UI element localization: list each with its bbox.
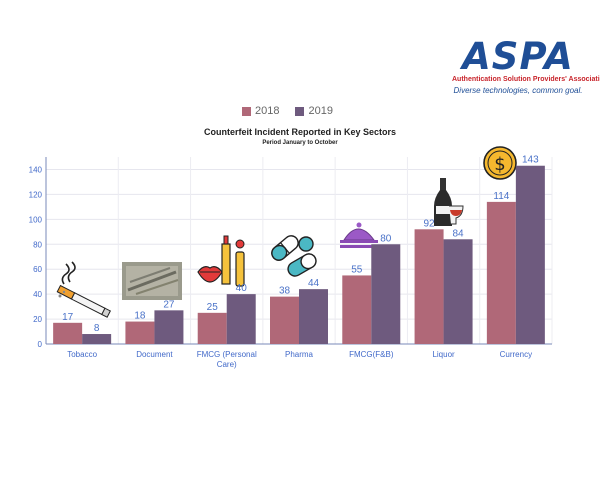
bar-2018-1[interactable] [125, 321, 155, 344]
data-label-2018: 18 [134, 311, 146, 322]
document-photo [122, 262, 182, 300]
data-label-2018: 114 [493, 191, 509, 202]
svg-text:$: $ [494, 154, 505, 175]
data-label-2018: 38 [279, 286, 291, 297]
bar-2019-2[interactable] [226, 294, 256, 344]
y-tick-label: 60 [33, 265, 42, 274]
y-tick-label: 140 [29, 165, 43, 174]
chart-subtitle: Period January to October [262, 140, 338, 146]
cigarette-icon [56, 261, 112, 318]
data-label-2018: 17 [62, 312, 74, 323]
pills-icon [271, 235, 317, 277]
chart-labels: 0 20 40 60 80 100 120 140 17 8 Tobacco 18 27 Document… [29, 155, 539, 369]
data-label-2019: 40 [236, 283, 248, 294]
data-label-2019: 27 [163, 299, 175, 310]
x-tick-label: Currency [500, 350, 532, 359]
y-tick-label: 100 [29, 215, 43, 224]
x-tick-label: Tobacco [67, 350, 97, 359]
data-label-2018: 92 [424, 218, 436, 229]
legend-swatch-2019 [295, 106, 305, 116]
wine-bottle-icon [434, 178, 464, 226]
legend-label-2018: 2018 [255, 105, 280, 117]
y-tick-label: 0 [38, 340, 43, 349]
bar-2018-3[interactable] [270, 296, 299, 344]
x-tick-label: Liquor [432, 350, 455, 359]
lipstick-icon [197, 235, 245, 287]
x-tick-label: Document [136, 350, 173, 359]
y-tick-label: 80 [33, 240, 42, 249]
chart-legend: 2018 2019 [242, 103, 333, 119]
bar-2019-5[interactable] [443, 239, 473, 344]
coin-icon: $ [483, 146, 517, 180]
data-label-2019: 44 [308, 278, 320, 289]
bar-2019-1[interactable] [154, 310, 184, 344]
data-label-2019: 84 [453, 228, 465, 239]
logo-wordmark: ASPA [462, 35, 574, 78]
bar-2019-4[interactable] [371, 244, 401, 344]
data-label-2019: 80 [380, 233, 392, 244]
x-tick-label: FMCG(F&B) [349, 350, 394, 359]
legend-swatch-2018 [242, 106, 251, 116]
bar-2019-3[interactable] [299, 289, 328, 344]
logo-org-name: Authentication Solution Providers' Assoc… [452, 76, 600, 83]
logo-tagline: Diverse technologies, common goal. [453, 86, 583, 95]
bar-2019-6[interactable] [515, 165, 545, 344]
bar-2018-2[interactable] [197, 312, 227, 344]
sector-icons: $ [56, 146, 517, 318]
y-tick-label: 40 [33, 290, 42, 299]
chart-bars [53, 165, 545, 344]
legend-label-2019: 2019 [308, 105, 333, 117]
data-label-2018: 25 [207, 302, 219, 313]
y-tick-label: 120 [29, 190, 43, 199]
bar-2019-0[interactable] [82, 334, 112, 344]
x-tick-label: Pharma [285, 350, 314, 359]
data-label-2018: 55 [351, 264, 363, 275]
bar-2018-0[interactable] [53, 322, 83, 344]
y-tick-label: 20 [33, 315, 42, 324]
food-cloche-icon [340, 222, 378, 248]
legend-item-2019[interactable]: 2019 [295, 103, 333, 119]
chart-title: Counterfeit Incident Reported in Key Sec… [203, 127, 397, 137]
x-tick-label: FMCG (Personal [197, 350, 257, 359]
aspa-logo: ASPA Authentication Solution Providers' … [452, 35, 600, 98]
legend-item-2018[interactable]: 2018 [242, 103, 279, 119]
x-tick-label: Care) [217, 360, 237, 369]
bar-2018-4[interactable] [342, 275, 372, 344]
bar-2018-6[interactable] [486, 201, 516, 344]
bar-2018-5[interactable] [414, 229, 444, 344]
data-label-2019: 143 [522, 155, 539, 166]
data-label-2019: 8 [94, 323, 100, 334]
